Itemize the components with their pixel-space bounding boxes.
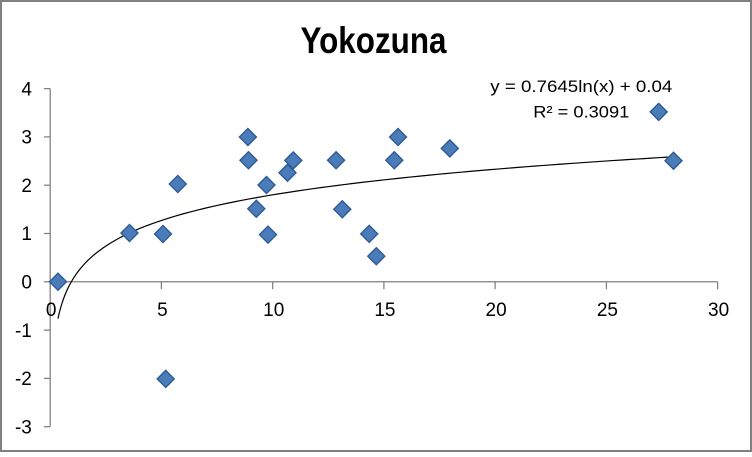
svg-text:10: 10 xyxy=(263,300,284,321)
svg-text:5: 5 xyxy=(157,300,168,321)
svg-text:-1: -1 xyxy=(15,321,32,342)
svg-text:20: 20 xyxy=(486,300,507,321)
svg-text:R² = 0.3091: R² = 0.3091 xyxy=(533,103,629,122)
svg-text:25: 25 xyxy=(597,300,618,321)
svg-text:4: 4 xyxy=(21,79,32,100)
svg-text:30: 30 xyxy=(708,300,729,321)
svg-text:3: 3 xyxy=(21,128,32,149)
svg-text:-3: -3 xyxy=(15,417,32,438)
svg-text:0: 0 xyxy=(46,300,57,321)
svg-text:Yokozuna: Yokozuna xyxy=(301,20,447,61)
svg-text:2: 2 xyxy=(21,176,32,197)
svg-text:0: 0 xyxy=(21,273,32,294)
svg-text:-2: -2 xyxy=(15,369,32,390)
svg-text:y = 0.7645ln(x) + 0.04: y = 0.7645ln(x) + 0.04 xyxy=(490,77,672,96)
svg-text:1: 1 xyxy=(21,224,32,245)
svg-text:15: 15 xyxy=(374,300,395,321)
